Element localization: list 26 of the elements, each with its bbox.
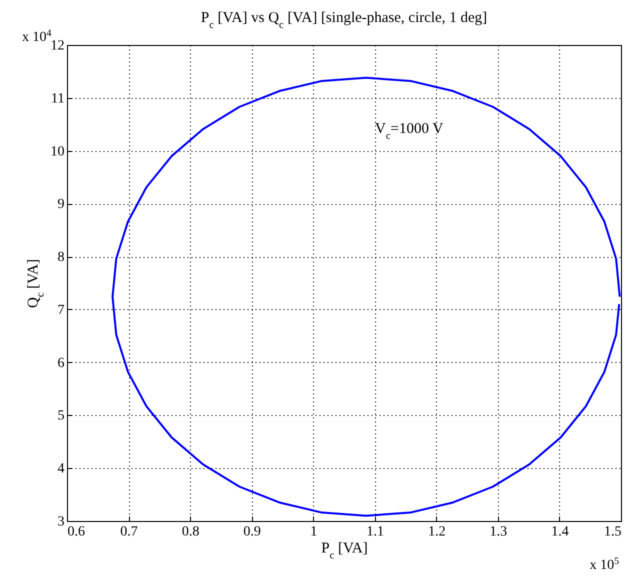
x-tick-label: 1.4 <box>551 524 569 540</box>
line-series <box>112 76 621 517</box>
x-tick-label: 0.8 <box>182 524 200 540</box>
x-tick-label: 0.7 <box>120 524 138 540</box>
y-tick-label: 5 <box>58 408 64 424</box>
x-axis-title: P$_{c}$ [VA] <box>321 540 368 561</box>
text: x 10$^{5}$ <box>590 556 620 573</box>
y-tick-label: 10 <box>50 144 64 160</box>
y-tick-label: 7 <box>58 302 64 318</box>
y-tick-label: 11 <box>51 91 64 106</box>
y-tick-label: 6 <box>58 356 64 371</box>
x-tick-label: 1.1 <box>366 524 384 540</box>
x-tick-label: 1.2 <box>428 524 446 540</box>
x-tick-label: 1 <box>310 524 318 540</box>
chart-title: P$_{c}$ [VA] vs Q$_{c}$ [VA] [single-phase, circle, 1 deg] <box>200 10 488 30</box>
y-tick-label: 12 <box>50 38 64 54</box>
y-tick-label: 4 <box>58 462 64 477</box>
y-tick-label: 9 <box>58 197 64 212</box>
text: x 10$^{4}$ <box>22 28 52 45</box>
x-tick-label: 0.9 <box>243 524 261 540</box>
x-tick-label: 1.3 <box>490 524 508 540</box>
y-tick-label: 3 <box>58 514 64 530</box>
x-tick-label: 0.6 <box>68 524 85 540</box>
annotation: V$_{c}$=1000 V <box>375 121 444 142</box>
y-tick-label: 8 <box>58 250 64 266</box>
x-tick-label: 1.5 <box>604 524 622 540</box>
